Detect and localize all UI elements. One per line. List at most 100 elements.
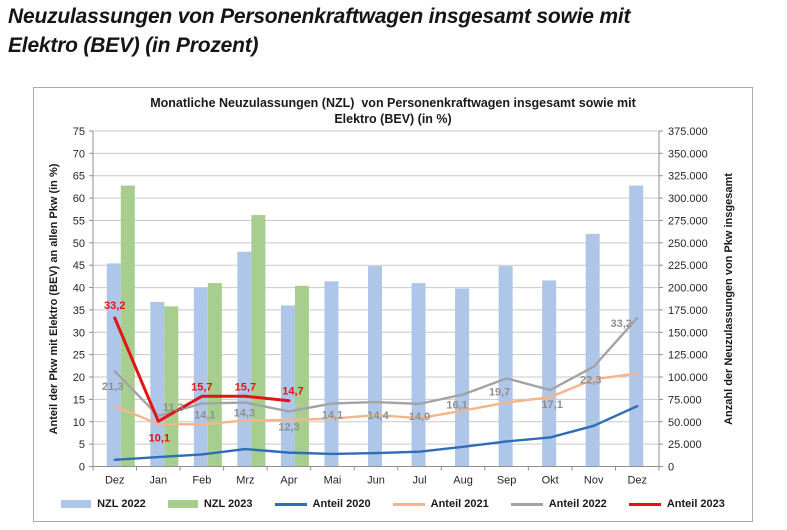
right-tick-label: 325.000 <box>668 171 708 183</box>
right-tick-label: 125.000 <box>668 350 708 362</box>
bar-nzl-2023 <box>120 185 135 467</box>
month-label: Mai <box>324 475 342 487</box>
left-tick-label: 45 <box>73 260 85 272</box>
left-tick-label: 15 <box>73 394 85 406</box>
month-label: Sep <box>497 475 517 487</box>
month-label: Nov <box>584 475 604 487</box>
legend-item: NZL 2022 <box>61 498 146 510</box>
data-label: 12,3 <box>278 421 299 433</box>
data-label: 15,7 <box>235 381 256 393</box>
right-tick-label: 350.000 <box>668 148 708 160</box>
right-tick-label: 175.000 <box>668 305 708 317</box>
page-title-line1: Neuzulassungen von Personenkraftwagen in… <box>8 5 631 28</box>
line-anteil-2020 <box>113 404 639 461</box>
right-tick-label: 100.000 <box>668 372 708 384</box>
right-tick-label: 275.000 <box>668 215 708 227</box>
page-title: Neuzulassungen von Personenkraftwagen in… <box>8 2 768 60</box>
left-tick-label: 65 <box>73 171 85 183</box>
chart-container: Monatliche Neuzulassungen (NZL) von Pers… <box>33 87 753 522</box>
data-label: 14,7 <box>282 386 303 398</box>
page-title-line2: Elektro (BEV) (in Prozent) <box>8 34 259 57</box>
right-tick-label: 50.000 <box>668 417 702 429</box>
month-label: Mrz <box>236 475 254 487</box>
bar-nzl-2022 <box>455 288 470 467</box>
left-tick-label: 25 <box>73 350 85 362</box>
bar-nzl-2022 <box>585 233 600 467</box>
bar-nzl-2022 <box>106 263 121 467</box>
legend-label: Anteil 2021 <box>430 498 489 510</box>
right-tick-label: 75.000 <box>668 394 702 406</box>
plot-area: 0 5 10 15 20 25 30 35 40 45 50 55 60 65 70 75 0 25.000 50.… <box>73 126 708 487</box>
line-anteil-2021 <box>113 372 639 426</box>
right-tick-label: 200.000 <box>668 283 708 295</box>
month-label: Dez <box>627 475 647 487</box>
right-tick-label: 300.000 <box>668 193 708 205</box>
bar-nzl-2022 <box>193 287 208 467</box>
month-label: Aug <box>453 475 473 487</box>
line-anteil-2023 <box>113 316 291 423</box>
bar-nzl-2023 <box>207 283 222 467</box>
legend-label: Anteil 2023 <box>666 498 725 510</box>
data-label: 21,3 <box>102 381 123 393</box>
month-label: Feb <box>192 475 211 487</box>
legend-item: Anteil 2021 <box>392 498 489 510</box>
bar-nzl-2022 <box>324 281 339 467</box>
left-tick-label: 5 <box>79 439 85 451</box>
data-label: 14,0 <box>409 411 430 423</box>
left-tick-label: 50 <box>73 238 85 250</box>
legend-swatch-line <box>392 502 425 506</box>
legend-label: NZL 2023 <box>203 498 253 510</box>
data-label: 33,2 <box>104 300 125 312</box>
left-tick-label: 0 <box>79 462 85 474</box>
left-tick-label: 10 <box>73 417 85 429</box>
left-tick-label: 70 <box>73 148 85 160</box>
data-label: 33,2 <box>611 318 632 330</box>
data-label: 15,7 <box>191 381 212 393</box>
bar-nzl-2022 <box>368 266 382 467</box>
month-label: Jan <box>149 475 167 487</box>
left-tick-label: 20 <box>73 372 85 384</box>
legend-swatch-bar <box>167 500 198 508</box>
right-tick-label: 150.000 <box>668 327 708 339</box>
legend: NZL 2022 NZL 2023 Anteil 2020 Anteil 2021 An… <box>34 493 752 515</box>
right-tick-label: 250.000 <box>668 238 708 250</box>
chart-title-line1: Monatliche Neuzulassungen (NZL) von Pers… <box>150 96 636 110</box>
data-label: 14,3 <box>234 408 255 420</box>
month-label: Okt <box>542 475 559 487</box>
bar-nzl-2022 <box>498 266 513 467</box>
bar-nzl-2022 <box>237 251 252 467</box>
legend-item: Anteil 2020 <box>274 498 371 510</box>
data-label: 14,4 <box>367 410 389 422</box>
data-label: 22,3 <box>580 375 601 387</box>
bar-nzl-2022 <box>280 305 295 467</box>
legend-swatch-line <box>510 502 543 506</box>
bar-nzl-2022 <box>411 283 426 467</box>
data-label: 16,1 <box>446 399 467 411</box>
left-tick-label: 30 <box>73 327 85 339</box>
bar-nzl-2022 <box>150 301 165 467</box>
legend-item: NZL 2023 <box>167 498 253 510</box>
left-tick-label: 55 <box>73 215 85 227</box>
month-label: Dez <box>105 475 125 487</box>
chart-title: Monatliche Neuzulassungen (NZL) von Pers… <box>34 95 752 127</box>
bar-nzl-2023 <box>251 215 266 467</box>
month-label: Jun <box>367 475 385 487</box>
data-label: 10,1 <box>149 432 170 444</box>
right-tick-label: 25.000 <box>668 439 702 451</box>
legend-label: Anteil 2022 <box>548 498 607 510</box>
legend-item: Anteil 2023 <box>628 498 725 510</box>
bar-nzl-2023 <box>164 306 179 467</box>
legend-swatch-bar <box>61 500 92 508</box>
data-label: 17,1 <box>541 399 562 411</box>
left-tick-label: 75 <box>73 126 85 138</box>
legend-swatch-line <box>628 502 661 506</box>
month-label: Jul <box>413 475 427 487</box>
right-tick-label: 375.000 <box>668 126 708 138</box>
legend-item: Anteil 2022 <box>510 498 607 510</box>
data-label: 19,7 <box>489 386 510 398</box>
bar-nzl-2022 <box>629 185 644 467</box>
data-label: 14,1 <box>194 409 215 421</box>
data-label: 11,3 <box>163 402 184 414</box>
right-tick-label: 0 <box>668 462 674 474</box>
